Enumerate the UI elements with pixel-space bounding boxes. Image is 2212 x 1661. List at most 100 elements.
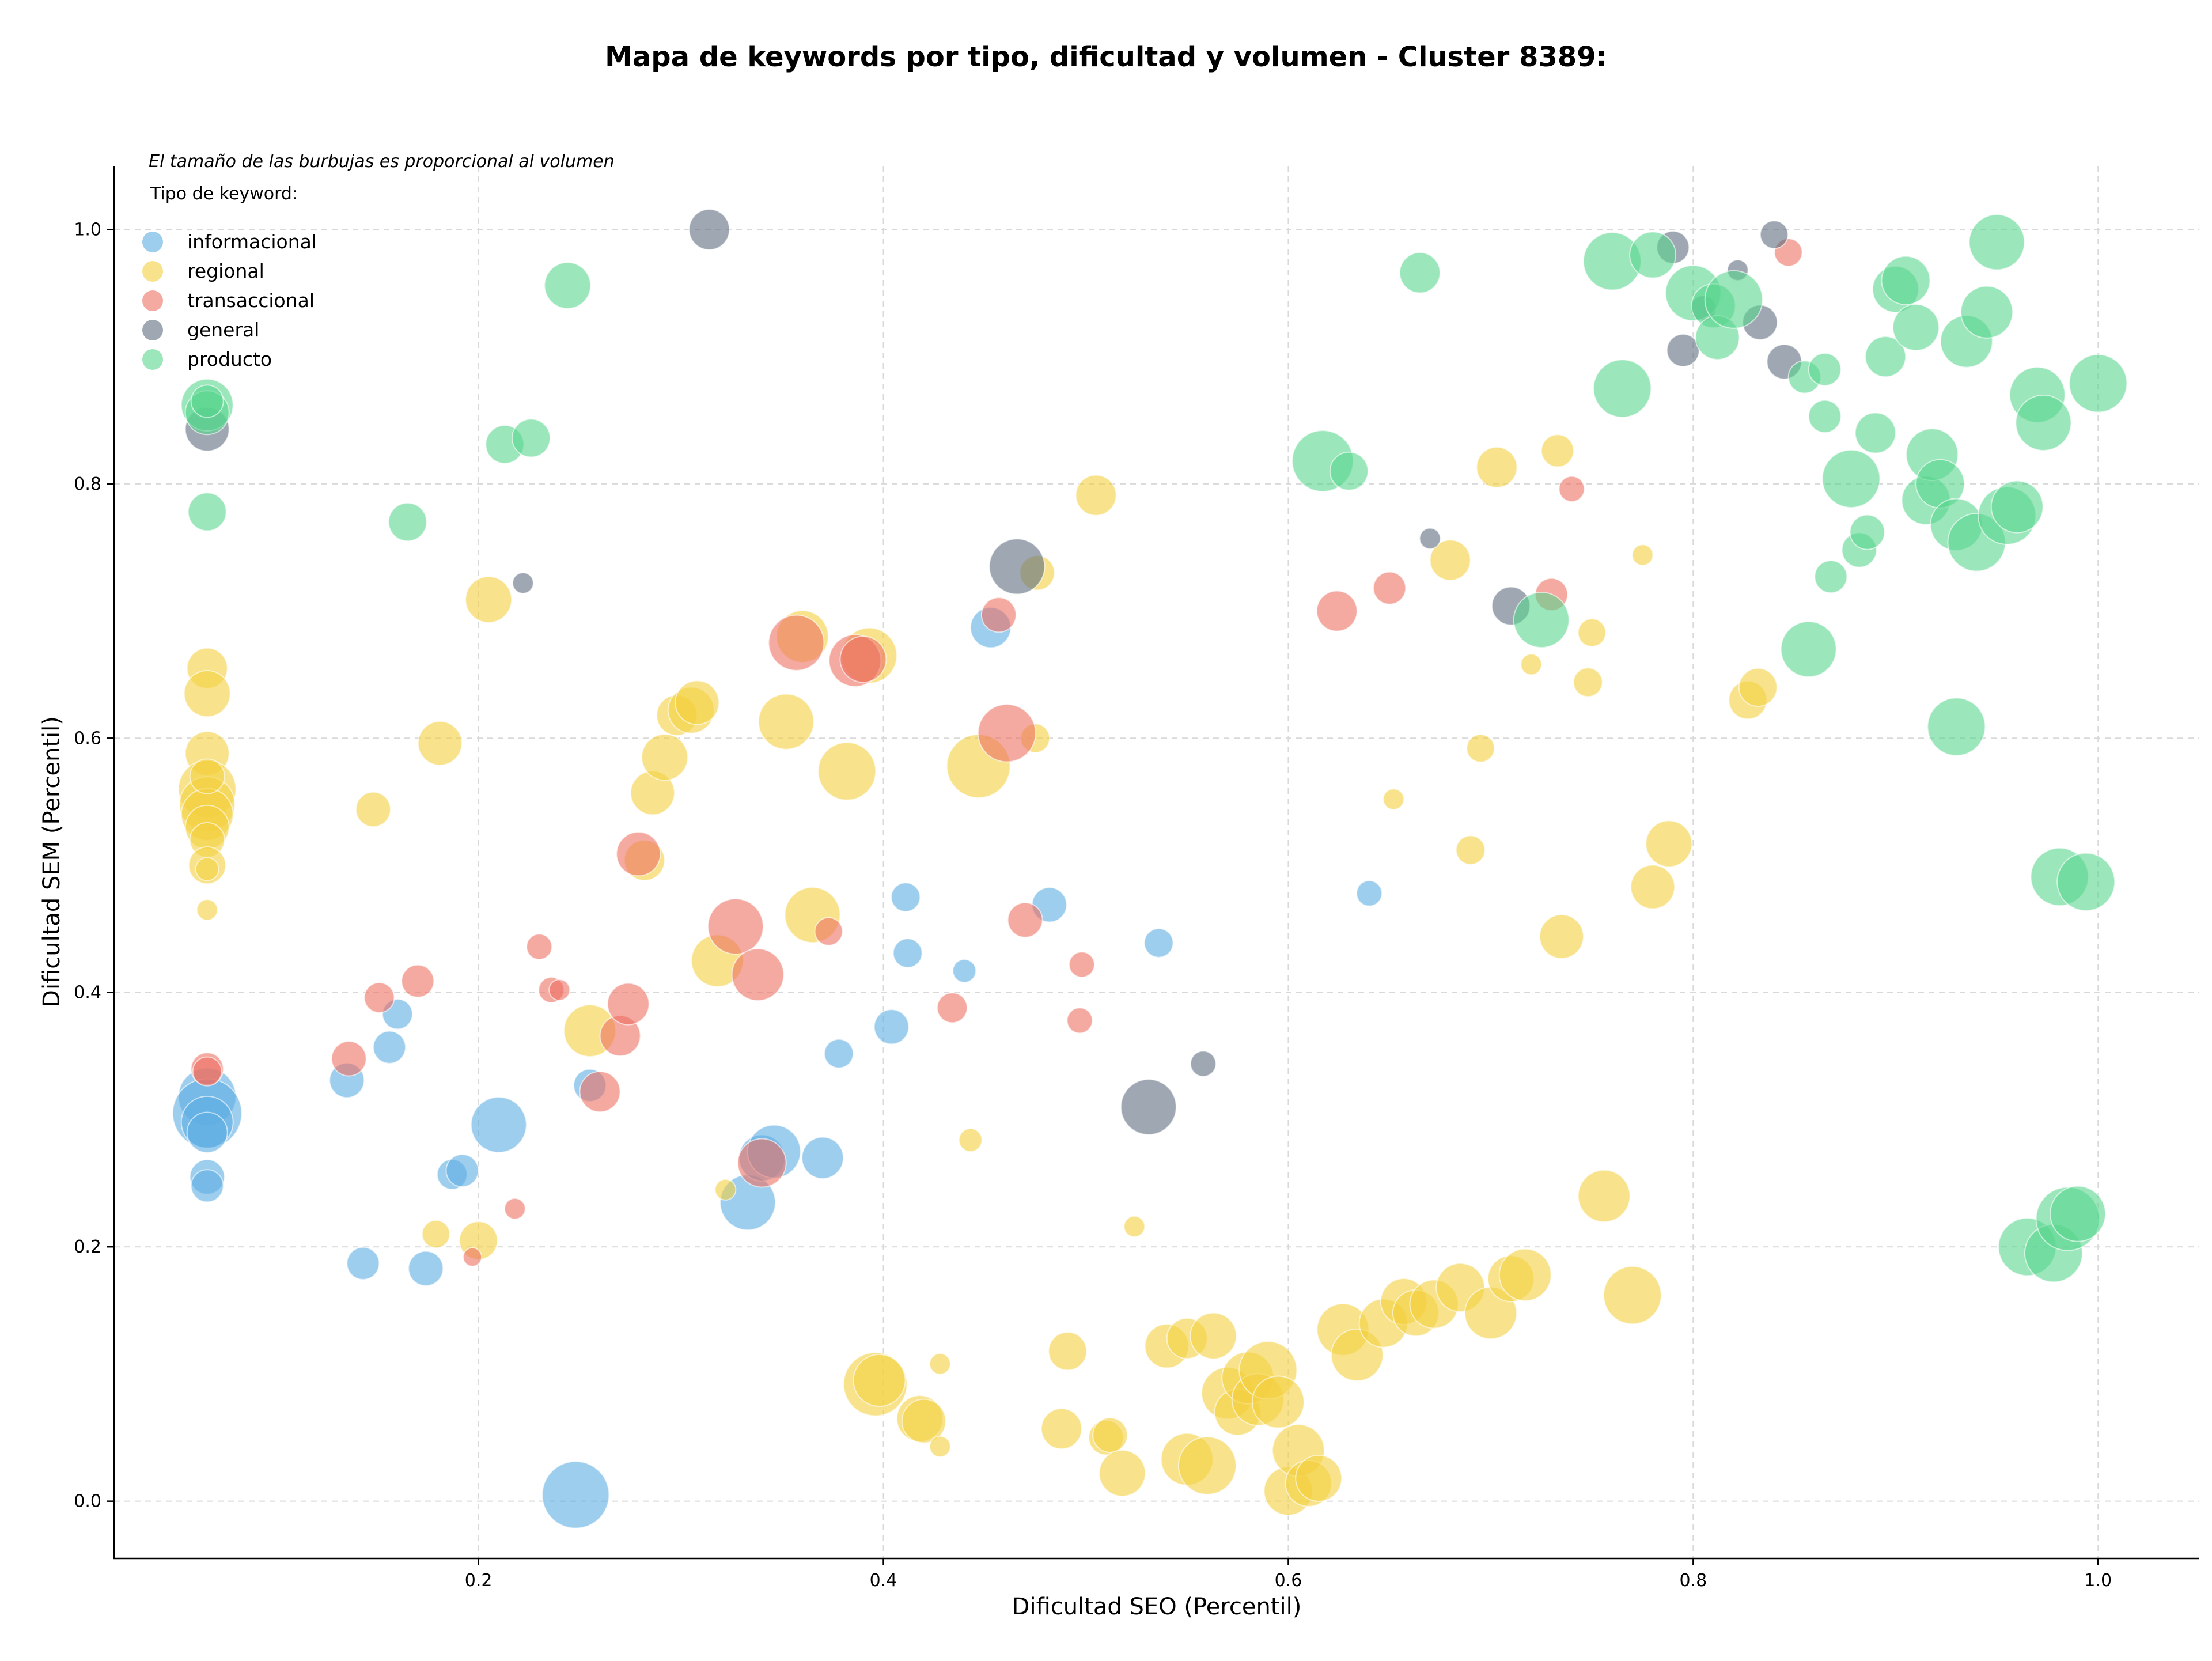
bubble [1630,864,1676,910]
bubble [958,1127,983,1152]
bubble [186,1111,228,1153]
bubble [388,502,427,542]
bubble [1808,399,1842,433]
bubble [526,933,553,960]
bubble [757,693,815,750]
series-transaccional [190,238,1803,1267]
bubble [355,791,391,827]
legend-item-regional: regional [142,260,264,282]
bubble [1123,1215,1146,1238]
bubble [1295,1454,1343,1502]
bubble [346,1246,380,1280]
bubble [2056,852,2116,911]
bubble [196,899,218,921]
bubble [1539,914,1584,959]
legend-title: Tipo de keyword: [150,184,298,204]
bubble [1629,231,1677,279]
bubble [1075,474,1117,516]
bubble [1631,544,1654,566]
legend-label: regional [187,260,264,282]
legend-marker [142,261,163,282]
y-tick-label: 0.2 [74,1237,101,1257]
bubble [1960,285,2013,339]
bubble [1092,1417,1128,1453]
bubble [331,1041,367,1077]
bubble [373,1030,406,1064]
bubble [1738,668,1778,707]
y-tick-label: 0.0 [74,1492,101,1512]
bubble [801,1136,844,1179]
bubble [1099,1450,1146,1497]
bubble [417,721,463,766]
bubble [1968,214,2025,271]
bubble [929,1353,951,1375]
bubble [1540,434,1574,468]
bubble [1399,252,1441,294]
legend-marker [142,290,163,311]
y-tick-label: 0.4 [74,983,101,1003]
bubble [1429,539,1471,581]
legend-marker [142,232,163,252]
bubble [1577,1169,1631,1223]
bubble [937,992,968,1024]
bubble [1466,733,1495,763]
bubble [1808,353,1842,387]
bubbles [172,209,2128,1529]
bubble [579,1070,621,1113]
bubble [1069,951,1095,978]
chart-title: Mapa de keywords por tipo, dificultad y … [605,41,1607,73]
bubble [421,1220,450,1249]
x-tick-label: 0.2 [465,1571,493,1591]
bubble [544,262,592,309]
bubble [814,917,843,946]
bubble [512,572,534,594]
bubble [1593,359,1652,418]
bubble [1356,880,1382,907]
legend: informacional regional transaccional genera… [142,230,317,370]
bubble [1316,590,1358,632]
bubble [1177,1436,1237,1495]
bubble [408,1250,444,1287]
bubble [714,1178,737,1201]
bubble [675,680,720,725]
y-tick-label: 0.8 [74,474,101,494]
bubble [641,733,688,781]
series-producto [180,214,2128,1283]
bubble [892,938,923,968]
bubble [891,882,921,913]
legend-marker [142,349,163,370]
x-axis-label: Dificultad SEO (Percentil) [1012,1594,1302,1620]
bubble [1854,412,1896,454]
bubble [853,1354,906,1407]
bubble [1382,788,1405,811]
bubble [195,857,219,881]
legend-item-general: general [142,319,259,341]
bubble [1329,451,1369,491]
bubble [541,1461,610,1529]
bubble [731,948,785,1001]
bubble [688,209,730,251]
bubble [824,1038,854,1069]
bubble [1513,592,1570,648]
legend-label: general [187,319,259,341]
bubble [1143,928,1174,958]
bubble [1040,1408,1082,1450]
bubble [1666,334,1700,368]
bubble [463,1247,483,1267]
bubble [616,831,661,877]
bubble [1190,1050,1217,1077]
bubble [1704,270,1763,329]
bubble [1066,1007,1093,1034]
series-general [184,209,1802,1136]
bubble [1603,1266,1662,1325]
axes [113,166,2199,1560]
bubble [445,1153,479,1187]
bubble [503,1198,526,1220]
bubble [2069,354,2128,413]
bubble [1520,653,1543,676]
bubble [1476,447,1518,489]
bubble [1990,480,2044,534]
ticks: 0.2 0.4 0.6 0.8 1.0 0.0 0.2 0.4 0.6 0.8 1.0 [74,220,2112,1591]
bubble [929,1435,951,1458]
